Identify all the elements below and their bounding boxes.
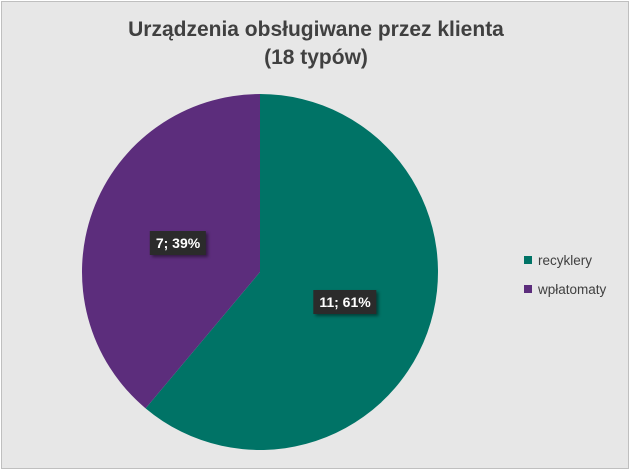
legend-label-wplatomaty: wpłatomaty (538, 281, 607, 297)
chart-title-line: Urządzenia obsługiwane przez klienta (128, 18, 504, 41)
data-label-wplatomaty: 7; 39% (149, 231, 207, 255)
pie-slice-recyklery (145, 94, 438, 450)
legend-swatch-recyklery (524, 256, 532, 264)
data-label-recyklery: 11; 61% (313, 290, 377, 314)
legend-item-wplatomaty: wpłatomaty (524, 279, 606, 299)
legend-item-recyklery: recyklery (524, 250, 606, 270)
legend-swatch-wplatomaty (524, 285, 532, 293)
chart-title: Urządzenia obsługiwane przez klienta (18… (0, 16, 632, 72)
legend: recyklery wpłatomaty (524, 250, 606, 308)
legend-label-recyklery: recyklery (538, 252, 593, 268)
chart-subtitle: (18 typów) (264, 46, 368, 69)
